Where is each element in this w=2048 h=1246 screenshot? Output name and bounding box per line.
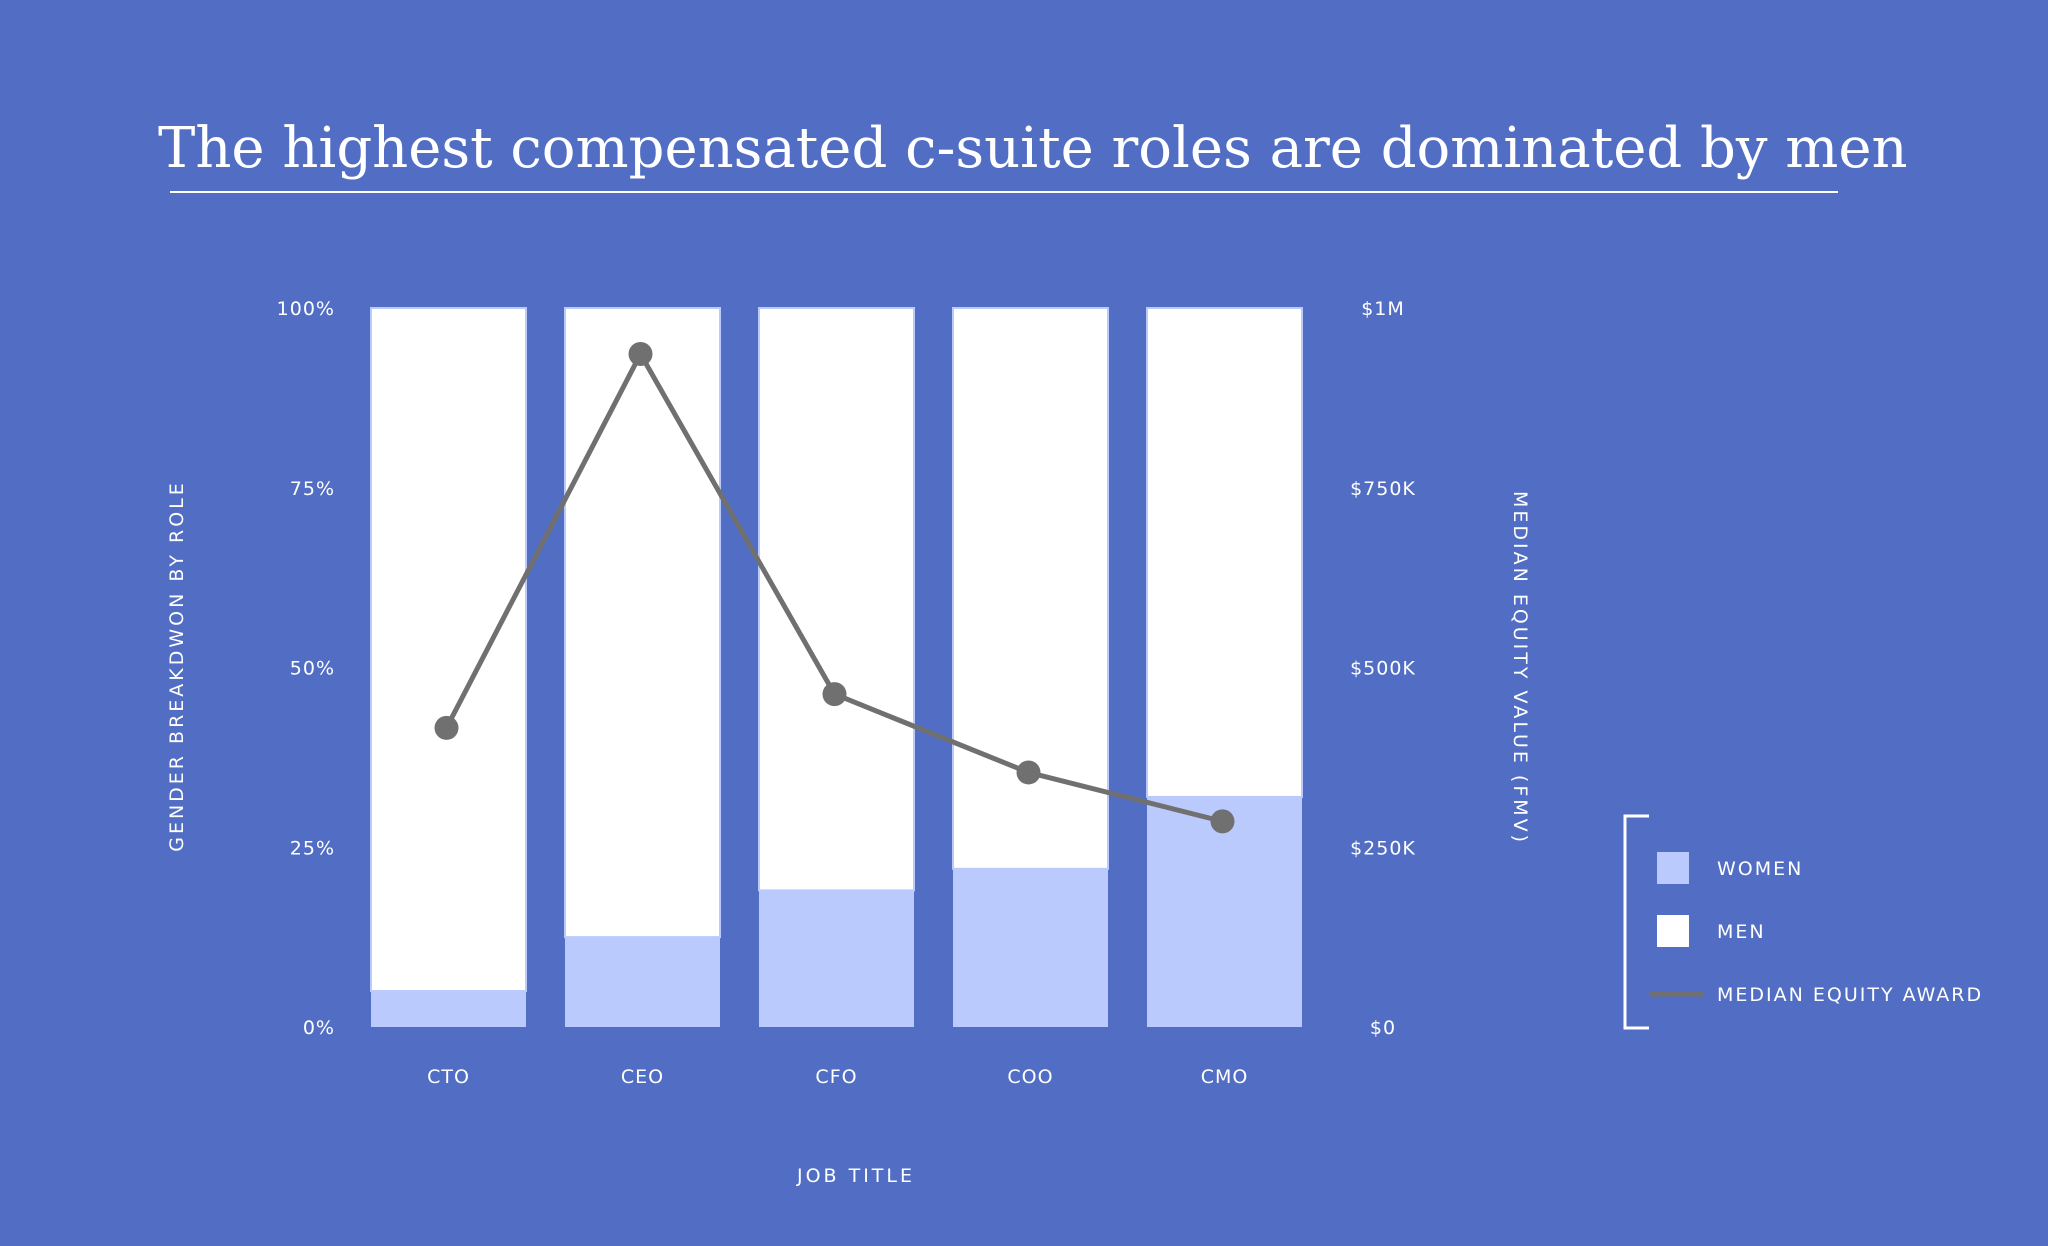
x-axis-title: JOB TITLE — [796, 1165, 915, 1187]
equity-line — [434, 342, 1235, 834]
y-tick-label: 0% — [303, 1017, 335, 1039]
y-tick-label: 100% — [277, 298, 335, 320]
right-axis-title: MEDIAN EQUITY VALUE (FMV) — [1509, 491, 1531, 845]
legend-swatch-men — [1657, 915, 1689, 947]
bar-women-cto — [371, 991, 526, 1027]
y-tick-label: 25% — [290, 837, 335, 859]
left-axis-ticks: 0% 25% 50% 75% 100% — [277, 298, 335, 1039]
y2-tick-label: $500K — [1350, 658, 1416, 680]
equity-point-ceo — [628, 342, 653, 367]
equity-point-coo — [1016, 760, 1041, 785]
legend-label-equity: MEDIAN EQUITY AWARD — [1717, 984, 1983, 1006]
bar-men-ceo — [564, 307, 721, 939]
x-tick-label: CFO — [815, 1066, 857, 1088]
x-tick-label: COO — [1007, 1066, 1053, 1088]
bar-women-cmo — [1147, 796, 1302, 1027]
legend-swatch-women — [1657, 852, 1689, 884]
legend: WOMEN MEN MEDIAN EQUITY AWARD — [1623, 814, 1983, 1030]
bar-women-cfo — [759, 890, 914, 1027]
bar-men-cto — [370, 307, 527, 993]
y2-tick-label: $1M — [1361, 298, 1405, 320]
equity-point-cto — [434, 715, 459, 740]
y-tick-label: 75% — [290, 478, 335, 500]
right-axis-ticks: $0 $250K $500K $750K $1M — [1350, 298, 1416, 1039]
bar-women-coo — [953, 868, 1108, 1027]
chart-title: The highest compensated c-suite roles ar… — [158, 116, 1908, 181]
y-tick-label: 50% — [290, 658, 335, 680]
equity-point-cmo — [1210, 809, 1235, 834]
legend-bracket — [1623, 814, 1649, 1030]
equity-point-cfo — [822, 682, 847, 707]
left-axis-title: GENDER BREAKDWON BY ROLE — [166, 480, 188, 852]
x-axis-ticks: CTO CEO CFO COO CMO — [427, 1066, 1249, 1088]
y2-tick-label: $0 — [1370, 1017, 1396, 1039]
legend-label-women: WOMEN — [1717, 858, 1803, 880]
legend-label-men: MEN — [1717, 921, 1766, 943]
x-tick-label: CTO — [427, 1066, 470, 1088]
bar-men-cmo — [1146, 307, 1303, 798]
y2-tick-label: $750K — [1350, 478, 1416, 500]
y2-tick-label: $250K — [1350, 837, 1416, 859]
bars — [370, 307, 1303, 1027]
x-tick-label: CMO — [1201, 1066, 1249, 1088]
bar-women-ceo — [565, 937, 720, 1027]
x-tick-label: CEO — [621, 1066, 664, 1088]
